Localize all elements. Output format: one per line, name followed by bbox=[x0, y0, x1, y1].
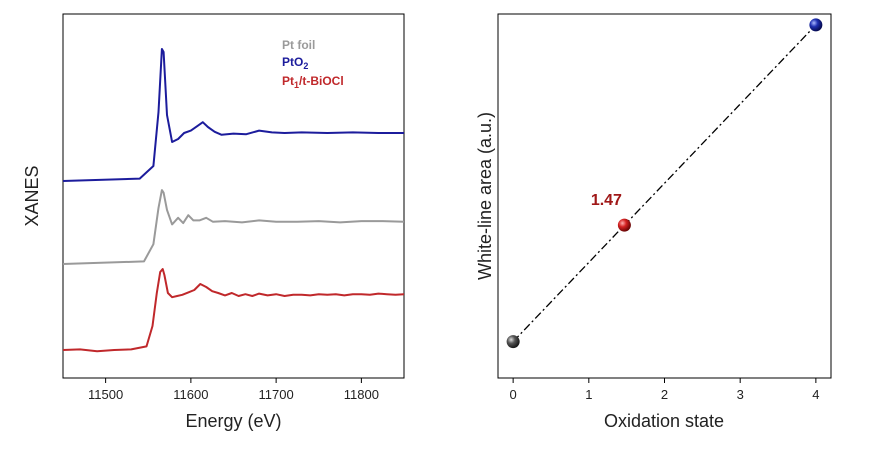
xanes-series bbox=[62, 48, 405, 353]
xanes-x-axis-title: Energy (eV) bbox=[185, 411, 281, 431]
white-line-x-tick-label-2: 2 bbox=[661, 387, 668, 402]
xanes-series-pto2 bbox=[62, 48, 404, 182]
white-line-point-0 bbox=[506, 335, 520, 349]
xanes-x-tick-label-0: 11500 bbox=[88, 387, 123, 402]
legend-entry-pt-foil: Pt foil bbox=[282, 38, 315, 52]
legend-pt1-name: Pt bbox=[282, 74, 294, 88]
white-line-plot-frame bbox=[497, 13, 832, 379]
xanes-series-pt1-t-biocl bbox=[62, 268, 405, 353]
linear-fit-line bbox=[512, 24, 817, 343]
white-line-x-tick-label-0: 0 bbox=[510, 387, 517, 402]
white-line-x-tick-label-1: 1 bbox=[585, 387, 592, 402]
white-line-point-2 bbox=[809, 18, 823, 32]
xanes-series-pt-foil bbox=[62, 189, 405, 265]
legend-pto2-subscript: 2 bbox=[303, 61, 308, 71]
white-line-x-ticks: 0 1 2 3 4 bbox=[510, 378, 819, 402]
xanes-x-tick-label-2: 11700 bbox=[259, 387, 294, 402]
xanes-plot-frame bbox=[62, 13, 405, 379]
xanes-legend: Pt foil PtO2 Pt1/t-BiOCl bbox=[282, 38, 344, 90]
white-line-x-tick-label-3: 3 bbox=[737, 387, 744, 402]
white-line-points bbox=[506, 18, 823, 349]
legend-entry-pt1-biocl: Pt1/t-BiOCl bbox=[282, 74, 344, 90]
xanes-x-tick-label-3: 11800 bbox=[344, 387, 379, 402]
legend-entry-pto2: PtO2 bbox=[282, 55, 308, 71]
legend-pt1-suffix: /t-BiOCl bbox=[299, 74, 344, 88]
annotation-1-47: 1.47 bbox=[591, 192, 622, 209]
xanes-y-axis-title: XANES bbox=[22, 165, 42, 226]
white-line-x-axis-title: Oxidation state bbox=[604, 411, 724, 431]
xanes-x-tick-label-1: 11600 bbox=[173, 387, 208, 402]
xanes-x-ticks: 11500 11600 11700 11800 bbox=[88, 378, 379, 402]
white-line-chart: 0 1 2 3 4 1.47 Oxidation state White-line ar… bbox=[475, 13, 832, 431]
xanes-chart: 11500 11600 11700 11800 Energy (eV) XANES P… bbox=[22, 13, 405, 431]
legend-pto2-name: PtO bbox=[282, 55, 303, 69]
legend-pt1-subscript: 1 bbox=[294, 80, 299, 90]
white-line-y-axis-title: White-line area (a.u.) bbox=[475, 112, 495, 280]
white-line-x-tick-label-4: 4 bbox=[812, 387, 819, 402]
white-line-point-1 bbox=[617, 218, 631, 232]
